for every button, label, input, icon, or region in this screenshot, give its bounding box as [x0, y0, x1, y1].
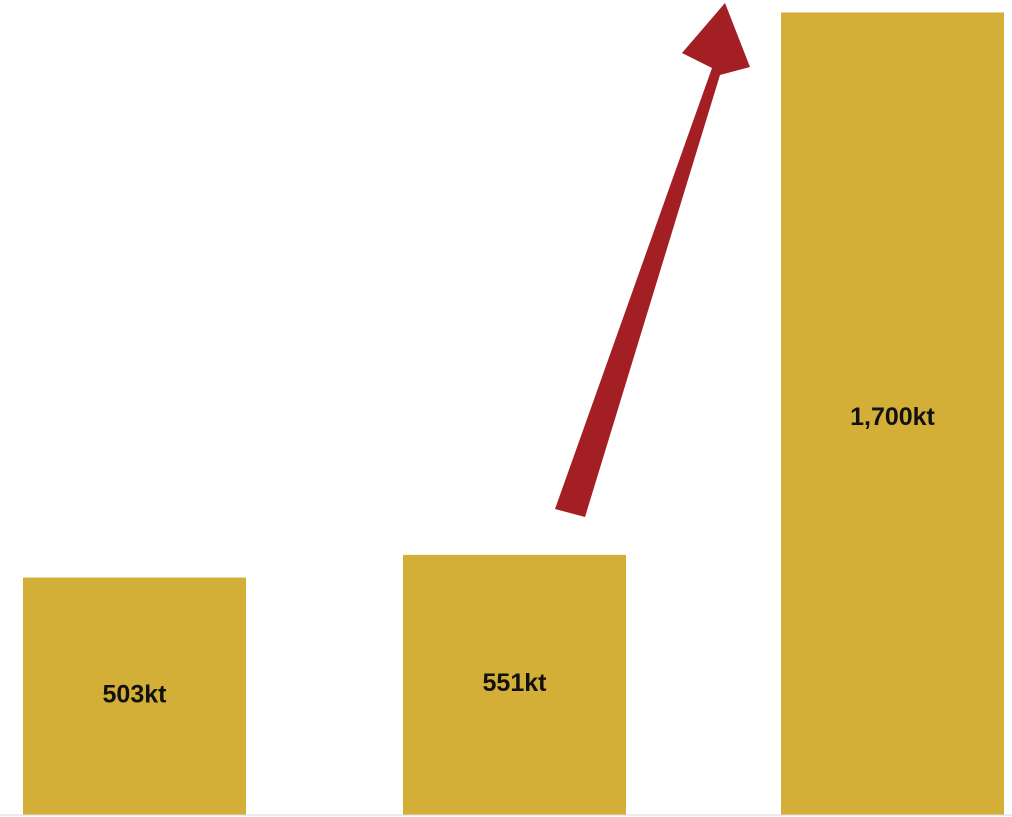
bar-3 — [781, 12, 1004, 816]
growth-arrow-annotation — [555, 3, 750, 517]
data-label-1: 503kt — [103, 680, 168, 708]
bar-2 — [403, 554, 626, 815]
bar-1 — [23, 577, 246, 815]
data-label-2: 551kt — [483, 669, 548, 697]
data-label-3: 1,700kt — [850, 403, 935, 431]
bars-layer — [23, 12, 1004, 816]
data-labels-layer: 503kt 551kt 1,700kt — [103, 403, 936, 708]
